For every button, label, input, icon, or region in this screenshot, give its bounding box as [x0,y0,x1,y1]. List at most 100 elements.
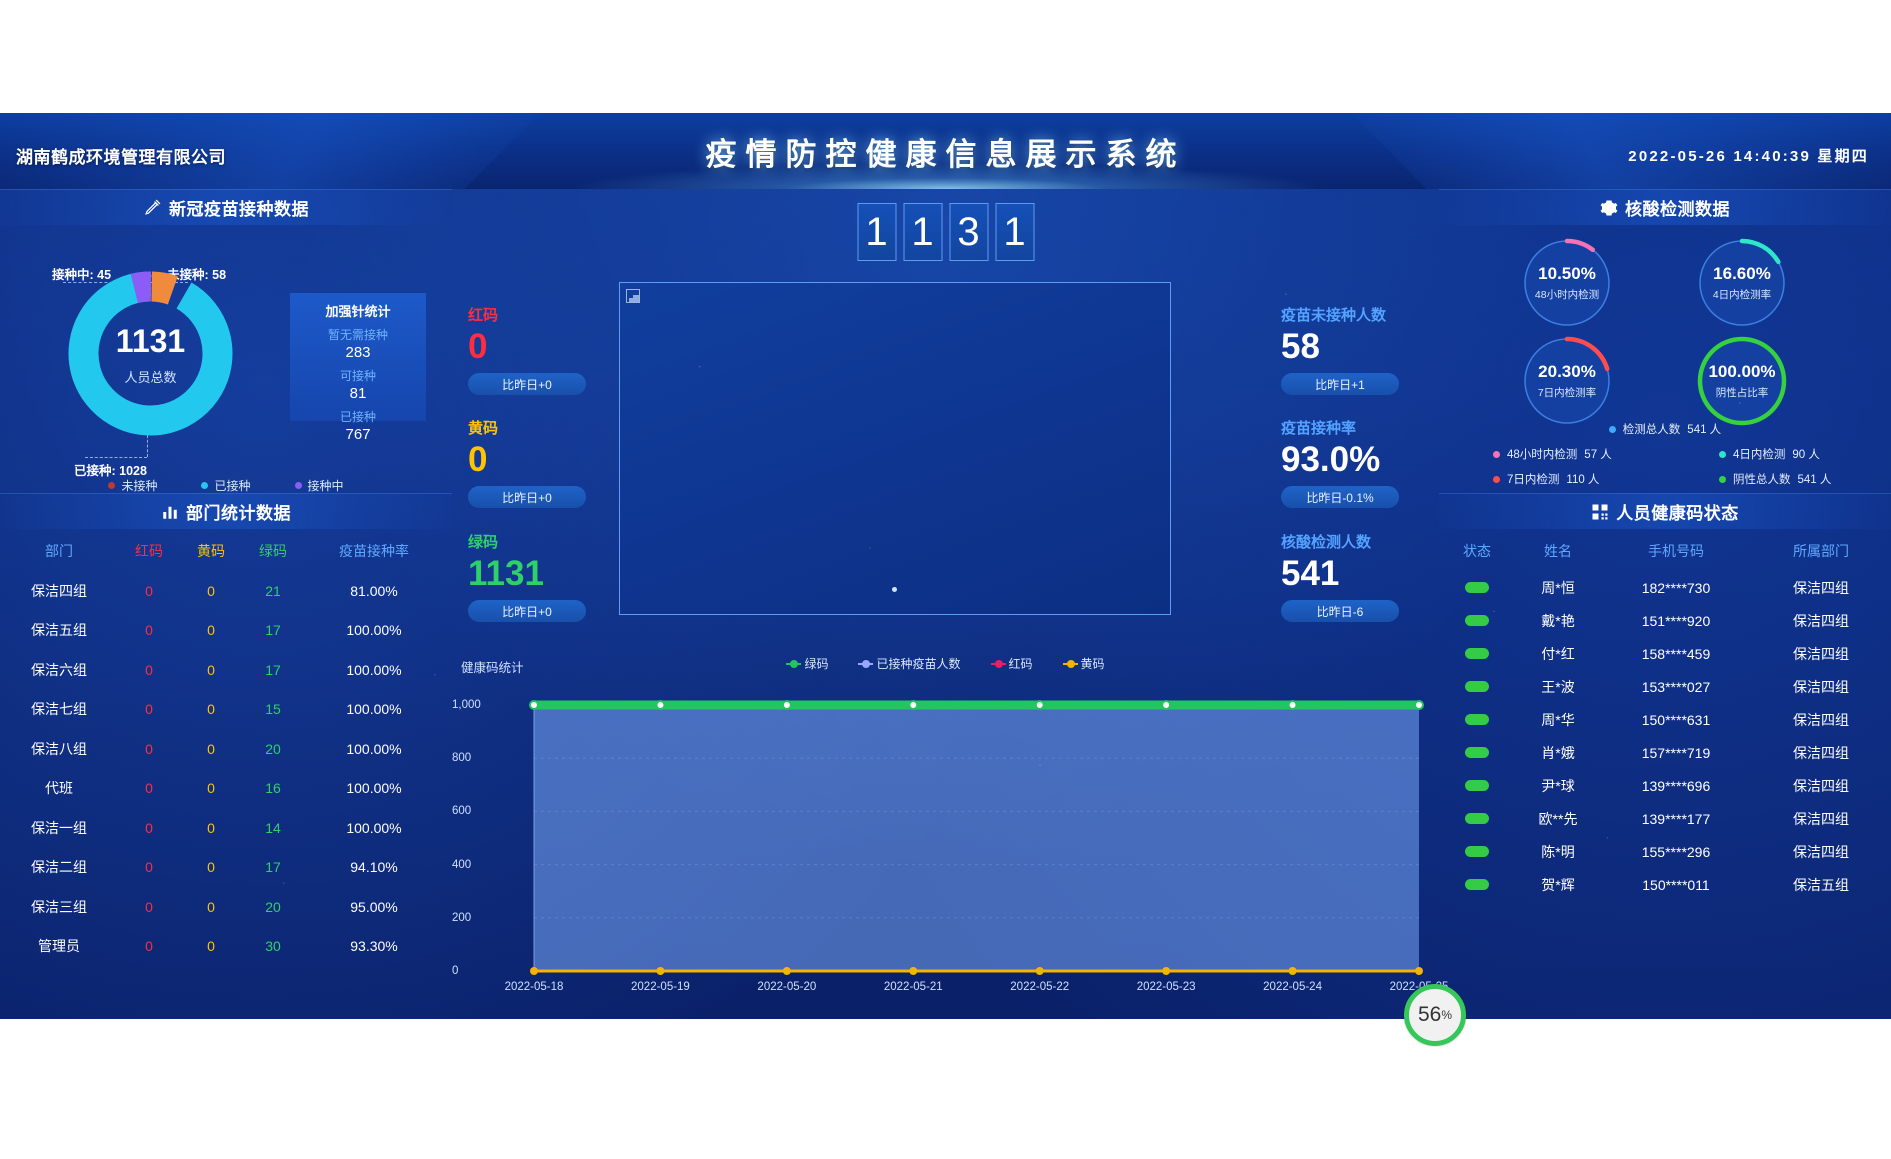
nucleic-legend-item-3: 阴性总人数 541 人 [1665,471,1891,487]
table-row[interactable]: 周*华 150****631 保洁四组 [1439,703,1891,736]
datetime-display: 2022-05-26 14:40:39 星期四 [1628,148,1869,165]
chart-legend-item-3[interactable]: 黄码 [1062,655,1105,672]
nucleic-legend-value-2: 110 人 [1566,474,1600,486]
legend-label-1: 已接种 [214,479,251,493]
table-row[interactable]: 陈*明 155****296 保洁四组 [1439,835,1891,868]
donut-label-in-progress: 接种中: 45 [52,268,112,282]
dept-cell-rate: 81.00% [350,582,398,599]
x-tick-0: 2022-05-18 [504,981,564,993]
dept-cell-red: 0 [145,780,153,797]
table-row[interactable]: 戴*艳 151****920 保洁四组 [1439,604,1891,637]
chart-legend-item-2[interactable]: 红码 [990,655,1033,672]
gauge-text-3: 100.00% 阴性占比率 [1694,333,1790,429]
dept-cell-red: 0 [145,661,153,678]
chart-legend-label-3: 黄码 [1080,657,1105,671]
people-cell-name: 陈*明 [1541,843,1575,860]
broken-image-icon [626,289,640,303]
kpi-rate-delta: 比昨日-0.1% [1281,486,1399,509]
kpi-nucleic-tested: 核酸检测人数 541 比昨日-6 [1281,531,1431,623]
donut-svg [68,271,233,436]
table-row[interactable]: 尹*球 139****696 保洁四组 [1439,769,1891,802]
kpi-yellow-value: 0 [468,440,488,479]
table-row[interactable]: 保洁七组 0 0 15 100.00% [0,690,452,730]
dashboard-root: 湖南鹤成环境管理有限公司 疫情防控健康信息展示系统 2022-05-26 14:… [0,113,1891,1019]
odometer-digit-1: 1 [903,203,942,261]
table-row[interactable]: 王*波 153****027 保洁四组 [1439,670,1891,703]
booster-label-2: 已接种 [339,410,376,424]
dept-table-body: 保洁四组 0 0 21 81.00% 保洁五组 0 0 17 100.00% 保洁六组 0 0 17 100… [0,571,452,966]
people-cell-phone: 157****719 [1641,744,1711,761]
chart-legend: 绿码 已接种疫苗人数 红码 黄码 [452,655,1439,672]
green-code-pill [1465,581,1489,593]
y-tick-0: 0 [452,965,459,977]
nucleic-total-label: 检测总人数 [1622,424,1681,436]
people-cell-name: 贺*辉 [1541,876,1575,893]
dept-cell-rate: 100.00% [346,740,402,757]
vaccination-donut-chart: 1131 人员总数 [58,261,243,446]
table-row[interactable]: 保洁六组 0 0 17 100.00% [0,650,452,690]
dept-cell-red: 0 [145,582,153,599]
green-code-pill [1465,614,1489,626]
table-row[interactable]: 周*恒 182****730 保洁四组 [1439,571,1891,604]
nucleic-legend: 检测总人数 541 人 48小时内检测 57 人 4日内检测 90 人 7日内检测 110… [1439,421,1891,496]
dept-cell-red: 0 [145,819,153,836]
table-row[interactable]: 保洁二组 0 0 17 94.10% [0,848,452,888]
nucleic-panel: 核酸检测数据 10.50% 48小时内检测 16.60% 4日内检测率 20.30% 7日… [1439,189,1891,486]
dept-col-rate: 疫苗接种率 [339,543,409,559]
dept-cell-green: 17 [265,661,281,678]
table-row[interactable]: 贺*辉 150****011 保洁五组 [1439,868,1891,901]
green-code-pill [1465,680,1489,692]
table-row[interactable]: 付*红 158****459 保洁四组 [1439,637,1891,670]
table-row[interactable]: 欧**先 139****177 保洁四组 [1439,802,1891,835]
gauge-label-0: 48小时内检测 [1534,289,1600,301]
green-code-pill [1465,647,1489,659]
dept-cell-green: 15 [265,701,281,718]
dept-cell-rate: 94.10% [350,859,398,876]
table-row[interactable]: 代班 0 0 16 100.00% [0,769,452,809]
dept-cell-rate: 100.00% [346,622,402,639]
progress-badge[interactable]: 56 % [1404,984,1466,1046]
table-row[interactable]: 保洁一组 0 0 14 100.00% [0,808,452,848]
status-badge [1439,712,1515,728]
chart-legend-item-1[interactable]: 已接种疫苗人数 [858,655,961,672]
table-row[interactable]: 保洁三组 0 0 20 95.00% [0,887,452,927]
people-cell-dept: 保洁四组 [1793,645,1849,662]
gauge-label-1: 4日内检测率 [1712,289,1772,301]
booster-value-2: 767 [345,426,371,443]
people-cell-name: 尹*球 [1541,777,1575,794]
people-cell-phone: 139****177 [1641,810,1711,827]
table-row[interactable]: 肖*娥 157****719 保洁四组 [1439,736,1891,769]
kpi-rate-value: 93.0% [1281,440,1381,479]
legend-dot-0 [1493,450,1500,458]
table-row[interactable]: 管理员 0 0 30 93.30% [0,927,452,967]
kpi-unvaccinated: 疫苗未接种人数 58 比昨日+1 [1281,304,1431,396]
dept-cell-name: 保洁七组 [31,701,87,718]
kpi-green-label: 绿码 [468,534,499,551]
health-code-trend-chart: 健康码统计 绿码 已接种疫苗人数 红码 黄码 0 200 400 600 800 1,000 20… [452,641,1448,1019]
kpi-red-value: 0 [468,327,488,366]
nucleic-legend-label-0: 48小时内检测 [1507,449,1578,461]
chart-legend-item-0[interactable]: 绿码 [786,655,828,672]
gauge-ring-3 [1697,336,1787,426]
legend-dot-in-progress [294,482,302,489]
y-tick-5: 1,000 [452,699,481,711]
progress-unit: % [1441,1008,1453,1022]
people-cell-dept: 保洁四组 [1793,843,1849,860]
booster-label-0: 暂无需接种 [327,328,388,342]
gauge-1: 16.60% 4日内检测率 [1694,235,1790,331]
people-table-header-row: 状态 姓名 手机号码 所属部门 [1439,529,1891,571]
table-row[interactable]: 保洁五组 0 0 17 100.00% [0,611,452,651]
kpi-red-label: 红码 [468,307,499,324]
people-cell-name: 周*恒 [1541,579,1575,596]
dept-cell-green: 20 [265,740,281,757]
table-row[interactable]: 保洁八组 0 0 20 100.00% [0,729,452,769]
kpi-yellow-delta: 比昨日+0 [468,486,586,509]
booster-title: 加强针统计 [325,304,391,319]
dept-cell-red: 0 [145,622,153,639]
people-col-dept: 所属部门 [1793,543,1849,559]
status-badge [1439,679,1515,695]
table-row[interactable]: 保洁四组 0 0 21 81.00% [0,571,452,611]
people-cell-name: 周*华 [1541,711,1575,728]
dept-cell-green: 14 [265,819,281,836]
map-media-placeholder [619,282,1171,615]
